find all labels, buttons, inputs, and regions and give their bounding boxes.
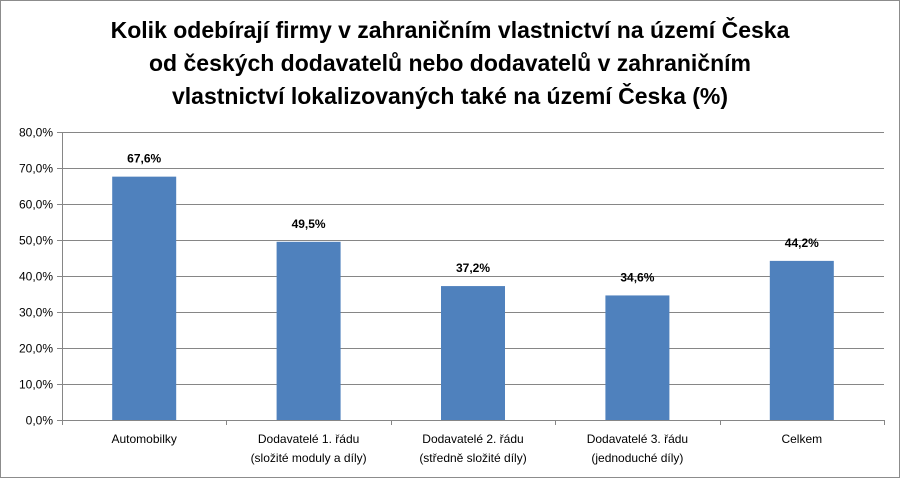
y-tick-label: 20,0% <box>19 342 53 356</box>
data-label: 37,2% <box>456 261 490 275</box>
x-tick-label: Celkem <box>781 432 822 446</box>
x-tick-label: Dodavatelé 3. řádu <box>587 432 688 446</box>
bar <box>276 241 341 420</box>
bar <box>441 286 505 420</box>
y-tick-label: 10,0% <box>19 378 53 392</box>
x-tick-label: (středně složité díly) <box>419 451 526 465</box>
y-tick-label: 80,0% <box>19 126 53 140</box>
x-tick-label: Dodavatelé 2. řádu <box>422 432 523 446</box>
y-tick-label: 70,0% <box>19 162 53 176</box>
y-tick-label: 60,0% <box>19 198 53 212</box>
bar <box>769 260 834 420</box>
data-label: 34,6% <box>620 270 654 284</box>
chart-title-line-2: od českých dodavatelů nebo dodavatelů v … <box>149 50 751 76</box>
chart-title-line-1: Kolik odebírají firmy v zahraničním vlas… <box>110 17 790 43</box>
x-tick-label: (jednoduché díly) <box>591 451 683 465</box>
chart-title: Kolik odebírají firmy v zahraničním vlas… <box>0 14 900 113</box>
data-label: 49,5% <box>292 217 326 231</box>
bar <box>605 295 670 420</box>
bar <box>112 176 177 420</box>
data-label: 44,2% <box>785 236 819 250</box>
y-tick-label: 0,0% <box>26 414 54 428</box>
x-tick-label: (složité moduly a díly) <box>251 451 367 465</box>
y-tick-label: 50,0% <box>19 234 53 248</box>
y-tick-label: 30,0% <box>19 306 53 320</box>
x-tick-label: Automobilky <box>112 432 177 446</box>
y-tick-label: 40,0% <box>19 270 53 284</box>
chart-title-line-3: vlastnictví lokalizovaných také na území… <box>171 83 729 109</box>
x-tick-label: Dodavatelé 1. řádu <box>258 432 359 446</box>
data-label: 67,6% <box>127 152 161 166</box>
